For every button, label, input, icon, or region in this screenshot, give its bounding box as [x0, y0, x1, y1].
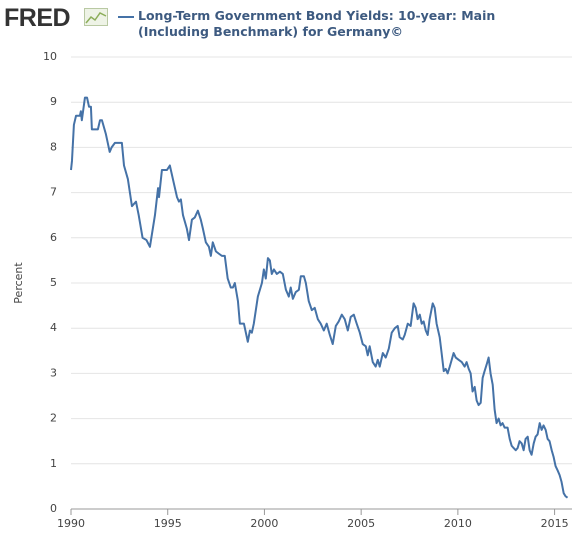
x-tick-label: 1995: [154, 517, 182, 530]
y-tick-label: 9: [50, 95, 57, 108]
x-tick-label: 2005: [347, 517, 375, 530]
logo[interactable]: FRED: [4, 4, 71, 32]
x-tick-label: 2000: [250, 517, 278, 530]
legend-key: [118, 16, 134, 18]
legend: Long-Term Government Bond Yields: 10-yea…: [118, 8, 558, 40]
y-tick-label: 1: [50, 457, 57, 470]
y-axis-label: Percent: [12, 262, 25, 304]
y-tick-label: 7: [50, 186, 57, 199]
y-tick-label: 3: [50, 366, 57, 379]
y-tick-label: 10: [43, 50, 57, 63]
logo-icon: [84, 8, 108, 26]
y-tick-label: 4: [50, 321, 57, 334]
x-tick-label: 1990: [57, 517, 85, 530]
y-tick-label: 8: [50, 140, 57, 153]
y-tick-label: 5: [50, 276, 57, 289]
y-tick-label: 2: [50, 412, 57, 425]
x-tick-label: 2010: [444, 517, 472, 530]
data-line: [70, 96, 569, 499]
y-tick-label: 6: [50, 231, 57, 244]
x-tick-label: 2015: [541, 517, 569, 530]
header: FRED Long-Term Government Bond Yields: 1…: [0, 0, 579, 50]
y-tick-label: 0: [50, 502, 57, 515]
legend-label: Long-Term Government Bond Yields: 10-yea…: [138, 8, 496, 39]
